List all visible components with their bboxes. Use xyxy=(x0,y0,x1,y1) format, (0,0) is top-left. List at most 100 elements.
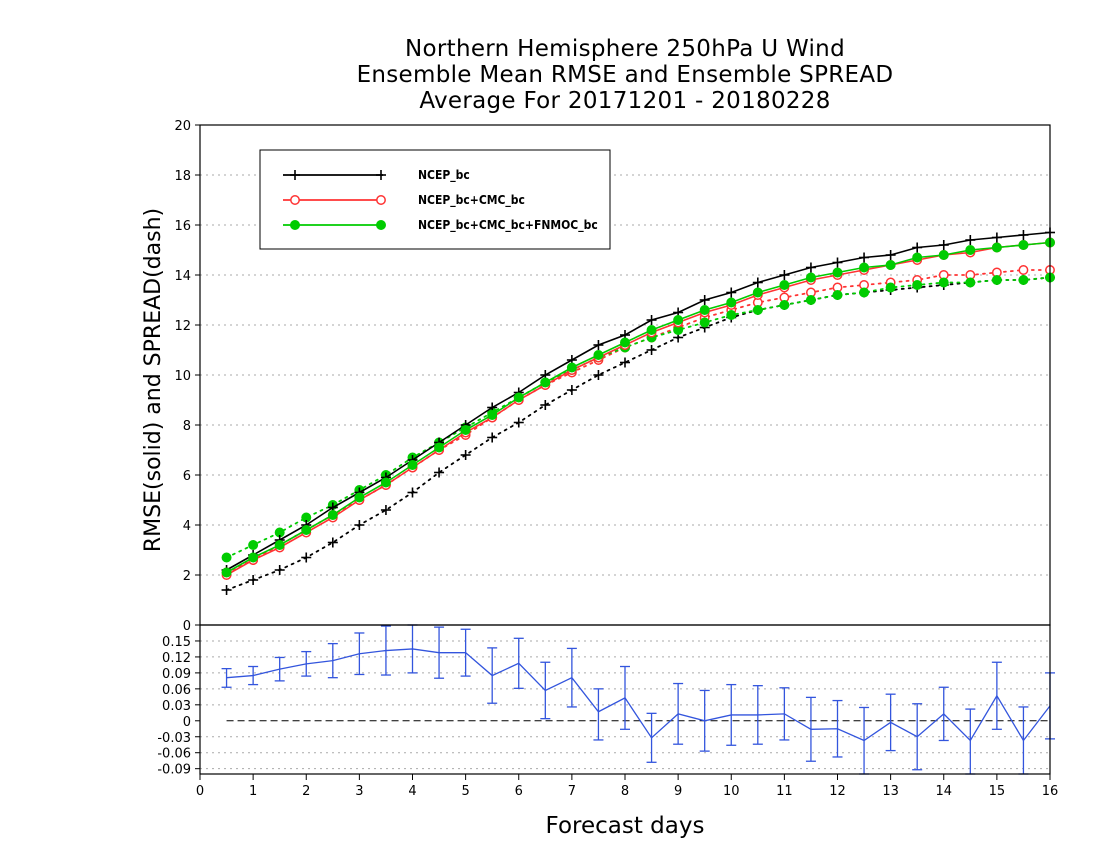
legend-label: NCEP_bc+CMC_bc xyxy=(418,193,525,208)
rmse-point-2 xyxy=(726,297,737,308)
x-tick-label: 8 xyxy=(621,784,629,799)
upper-y-tick-label: 16 xyxy=(174,219,191,234)
x-tick-label: 15 xyxy=(989,784,1006,799)
spread-line-2 xyxy=(225,276,1051,559)
rmse-point-0 xyxy=(832,257,843,268)
rmse-point-2 xyxy=(407,460,418,470)
spread-point-0 xyxy=(566,385,577,395)
spread-point-2 xyxy=(221,552,232,563)
rmse-point-2 xyxy=(938,250,949,260)
rmse-point-2 xyxy=(646,325,657,335)
rmse-point-0 xyxy=(938,240,949,250)
legend-marker xyxy=(290,195,300,205)
lower-series-group xyxy=(221,624,1055,775)
upper-series-group xyxy=(221,227,1055,595)
rmse-point-2 xyxy=(832,267,843,278)
rmse-point-2 xyxy=(805,272,816,283)
rmse-point-0 xyxy=(1018,230,1029,240)
spread-point-2 xyxy=(752,305,763,315)
lower-grid xyxy=(200,640,1050,770)
rmse-point-2 xyxy=(327,510,338,520)
spread-point-0 xyxy=(327,537,338,548)
legend-marker xyxy=(290,220,300,230)
y-axis-label: RMSE(solid) and SPREAD(dash) xyxy=(141,208,166,552)
spread-point-0 xyxy=(274,565,285,575)
rmse-point-2 xyxy=(248,552,259,563)
lower-y-tick-label: 0 xyxy=(183,715,191,730)
x-tick-label: 2 xyxy=(302,784,310,799)
spread-point-0 xyxy=(620,357,630,368)
x-tick-label: 4 xyxy=(408,784,416,799)
spread-point-2 xyxy=(832,290,843,300)
x-axis-label: Forecast days xyxy=(546,813,705,839)
lower-y-tick-label: 0.09 xyxy=(162,667,191,682)
rmse-point-2 xyxy=(1018,240,1029,250)
x-tick-label: 6 xyxy=(515,784,523,799)
spread-point-2 xyxy=(805,295,816,305)
rmse-line-0 xyxy=(226,231,1051,571)
spread-point-0 xyxy=(487,432,498,443)
spread-point-2 xyxy=(912,280,923,290)
rmse-point-0 xyxy=(805,262,816,273)
spread-point-0 xyxy=(301,552,312,563)
lower-y-tick-label: -0.06 xyxy=(157,747,191,762)
spread-point-2 xyxy=(885,282,896,293)
spread-point-2 xyxy=(779,300,790,310)
rmse-point-2 xyxy=(513,392,524,403)
spread-point-2 xyxy=(859,287,870,298)
rmse-point-2 xyxy=(593,350,604,360)
x-tick-label: 7 xyxy=(568,784,576,799)
rmse-point-2 xyxy=(301,525,312,535)
axis-labels: 024681012141618200.150.120.090.060.030-0… xyxy=(157,119,1058,799)
x-tick-label: 0 xyxy=(196,784,204,799)
lower-y-tick-label: -0.09 xyxy=(157,763,191,778)
legend-marker xyxy=(376,220,386,230)
spread-line-0 xyxy=(225,276,1051,591)
x-tick-label: 9 xyxy=(674,784,682,799)
legend: NCEP_bc NCEP_bc+CMC_bc NCEP_bc+CMC_bc+FNMO… xyxy=(259,149,611,250)
upper-y-tick-label: 4 xyxy=(183,519,191,534)
rmse-point-2 xyxy=(540,377,551,388)
lower-y-tick-label: 0.06 xyxy=(162,683,191,698)
chart-title-line-2: Ensemble Mean RMSE and Ensemble SPREAD xyxy=(356,62,894,88)
spread-point-2 xyxy=(248,540,259,550)
rmse-line-2 xyxy=(226,241,1051,574)
spread-point-2 xyxy=(1018,275,1029,285)
chart-title-line-1: Northern Hemisphere 250hPa U Wind xyxy=(405,36,845,62)
legend-marker xyxy=(376,195,386,205)
legend-label: NCEP_bc xyxy=(418,168,470,183)
upper-y-tick-label: 12 xyxy=(174,319,191,334)
spread-point-0 xyxy=(380,505,391,515)
legend-label: NCEP_bc+CMC_bc+FNMOC_bc xyxy=(418,218,598,233)
rmse-point-0 xyxy=(912,242,923,253)
x-tick-label: 11 xyxy=(776,784,793,799)
upper-y-tick-label: 8 xyxy=(183,419,191,434)
rmse-point-2 xyxy=(673,315,684,325)
x-tick-label: 12 xyxy=(829,784,846,799)
rmse-point-0 xyxy=(779,270,790,280)
lower-y-tick-label: 0.03 xyxy=(162,699,191,714)
rmse-point-0 xyxy=(885,250,896,260)
lower-y-tick-label: 0.12 xyxy=(162,651,191,666)
rmse-point-2 xyxy=(965,245,976,255)
lower-y-tick-label: 0.15 xyxy=(162,635,191,650)
spread-point-0 xyxy=(540,400,551,410)
rmse-point-0 xyxy=(646,315,657,325)
rmse-point-2 xyxy=(620,337,630,348)
spread-line-1 xyxy=(225,269,1051,574)
spread-point-0 xyxy=(221,585,232,595)
rmse-point-0 xyxy=(593,340,604,350)
legend-marker xyxy=(290,170,300,180)
rmse-point-0 xyxy=(965,235,976,245)
spread-point-0 xyxy=(593,370,604,380)
rmse-point-2 xyxy=(752,287,763,298)
x-tick-label: 14 xyxy=(935,784,952,799)
rmse-point-2 xyxy=(885,260,896,270)
spread-point-0 xyxy=(354,520,365,530)
x-tick-label: 3 xyxy=(355,784,363,799)
legend-entry-1: NCEP_bc+CMC_bc xyxy=(283,193,525,208)
rmse-point-2 xyxy=(566,362,577,373)
rmse-point-2 xyxy=(221,567,232,578)
upper-y-tick-label: 20 xyxy=(174,119,191,134)
